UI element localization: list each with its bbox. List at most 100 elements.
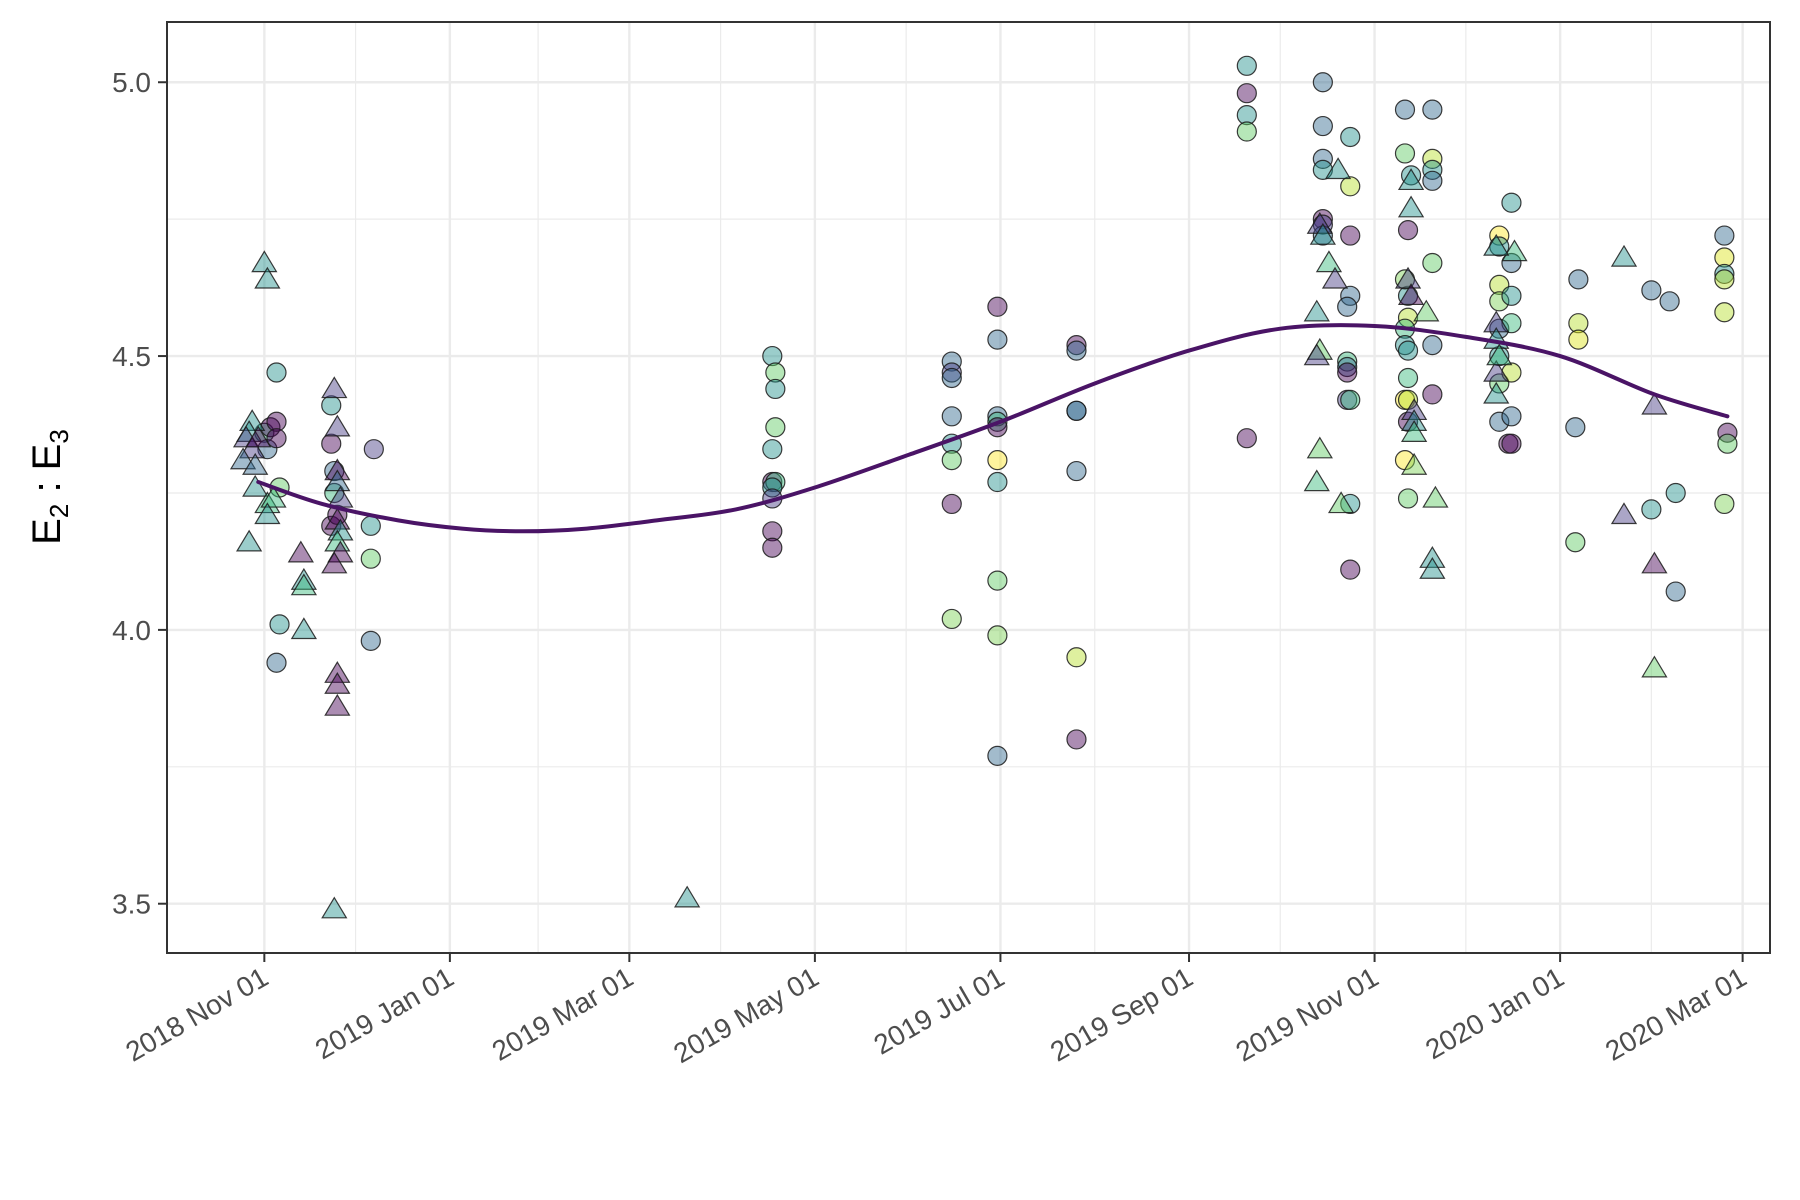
data-point-circle: [1397, 367, 1419, 389]
smooth-trend-line: [256, 323, 1730, 534]
data-point-circle: [1397, 340, 1419, 361]
data-point-circle: [1501, 192, 1522, 213]
data-point-circle: [360, 515, 381, 536]
data-point-triangle: [242, 452, 269, 475]
data-point-circle: [941, 450, 962, 471]
data-point-circle: [1501, 406, 1522, 427]
x-tick-label: 2020 Jan 01: [1420, 961, 1569, 1065]
x-tick-label: 2019 Sep 01: [1045, 961, 1198, 1067]
y-tick-label: 5.0: [112, 67, 151, 98]
x-tick-label: 2019 Mar 01: [487, 961, 639, 1066]
data-point-triangle: [1303, 469, 1330, 492]
data-point-circle: [1422, 252, 1443, 274]
x-tick-label: 2018 Nov 01: [120, 961, 273, 1067]
data-point-circle: [1717, 422, 1738, 443]
data-point-triangle: [1419, 556, 1446, 579]
data-point-triangle: [1324, 157, 1352, 180]
data-point-circle: [1394, 335, 1416, 356]
data-point-circle: [1340, 559, 1361, 580]
data-point-triangle: [324, 469, 351, 492]
data-point-triangle: [1641, 392, 1668, 415]
data-point-triangle: [1400, 420, 1428, 442]
data-point-circle: [360, 630, 381, 651]
data-point-circle: [1394, 99, 1416, 120]
data-point-circle: [266, 652, 287, 673]
data-point-circle: [1565, 417, 1586, 438]
data-point-triangle: [1309, 222, 1336, 245]
data-point-circle: [1066, 340, 1087, 361]
data-point-circle: [1714, 247, 1735, 268]
grid-layer: [167, 22, 1770, 953]
data-point-circle: [1489, 291, 1510, 312]
x-tick-label: 2019 Jan 01: [310, 961, 459, 1065]
y-tick-label: 4.5: [112, 341, 151, 372]
data-point-circle: [266, 362, 287, 383]
data-point-circle: [1489, 411, 1510, 432]
data-point-triangle: [1413, 299, 1440, 322]
data-point-circle: [1568, 329, 1589, 350]
data-point-circle: [1397, 488, 1419, 509]
data-point-circle: [941, 406, 962, 427]
data-point-circle: [765, 471, 786, 493]
data-point-circle: [1340, 225, 1361, 246]
y-axis-title-main: E: [25, 518, 69, 545]
data-point-circle: [1236, 83, 1257, 104]
data-point-circle: [321, 395, 342, 416]
data-point-triangle: [324, 693, 351, 716]
data-point-triangle: [290, 573, 318, 596]
data-point-triangle: [1483, 310, 1510, 333]
data-point-triangle: [254, 266, 281, 289]
data-point-triangle: [260, 485, 287, 508]
data-point-triangle: [1610, 244, 1638, 267]
data-point-circle: [260, 417, 281, 438]
data-point-triangle: [324, 671, 351, 694]
data-point-triangle: [245, 425, 272, 448]
data-point-circle: [765, 362, 786, 383]
data-point-circle: [941, 362, 962, 383]
data-point-triangle: [1397, 168, 1425, 191]
data-point-triangle: [1397, 195, 1425, 218]
x-tick-label: 2020 Mar 01: [1600, 961, 1752, 1066]
data-point-circle: [941, 608, 962, 630]
data-point-circle: [1337, 362, 1358, 383]
data-point-circle: [321, 433, 342, 454]
data-point-triangle: [235, 529, 263, 552]
data-point-circle: [269, 614, 290, 635]
data-point-triangle: [1422, 485, 1449, 508]
data-point-circle: [1714, 225, 1735, 246]
data-point-circle: [1066, 335, 1087, 356]
data-point-circle: [1714, 493, 1735, 515]
data-point-triangle: [321, 896, 348, 919]
axis-layer: 2018 Nov 01 2019 Jan 01 2019 Mar 01 2019 Ma…: [112, 67, 1752, 1069]
data-point-circle: [762, 345, 783, 367]
data-point-triangle: [1394, 266, 1422, 289]
data-point-circle: [1337, 296, 1358, 317]
data-point-circle: [1641, 499, 1662, 520]
data-point-triangle: [1400, 452, 1428, 475]
data-point-circle: [1565, 532, 1586, 553]
data-point-circle: [941, 351, 962, 372]
data-point-circle: [1568, 269, 1589, 290]
data-point-circle: [1501, 313, 1522, 334]
y-axis-title-sub1: 2: [44, 504, 74, 518]
data-point-circle: [1337, 351, 1358, 372]
data-point-triangle: [1397, 283, 1425, 306]
data-point-circle: [762, 477, 783, 498]
data-point-triangle: [321, 551, 348, 574]
data-point-circle: [987, 745, 1008, 766]
data-point-circle: [941, 493, 962, 515]
data-point-circle: [1714, 269, 1735, 290]
data-point-circle: [1312, 115, 1333, 137]
data-point-circle: [1236, 121, 1257, 142]
data-point-circle: [1714, 302, 1735, 323]
smooth-line-layer: [256, 323, 1730, 534]
data-point-triangle: [1303, 299, 1330, 322]
data-point-circle: [1501, 285, 1522, 306]
x-tick-label: 2019 May 01: [668, 961, 824, 1069]
y-axis-title-sub2: 3: [44, 429, 74, 443]
data-point-circle: [765, 378, 786, 400]
data-point-circle: [1422, 384, 1443, 405]
data-point-triangle: [674, 885, 701, 908]
